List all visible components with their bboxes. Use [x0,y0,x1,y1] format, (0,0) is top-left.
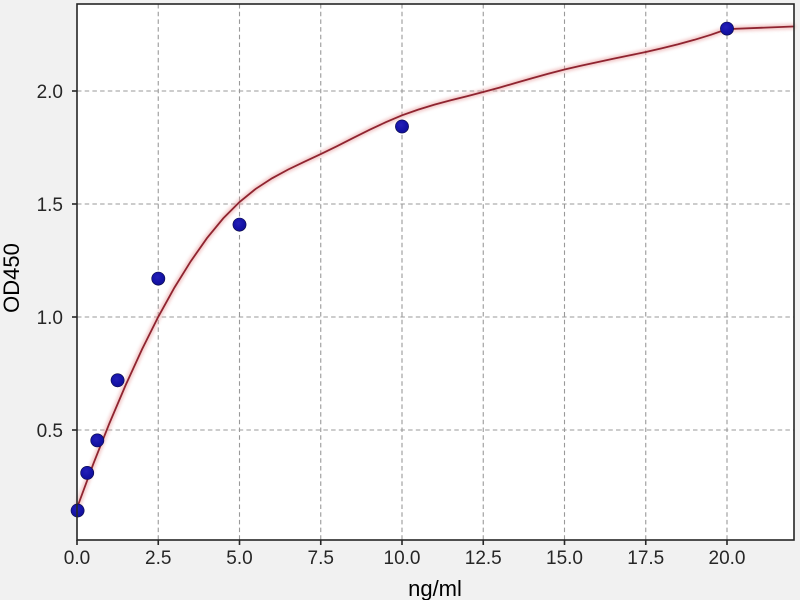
svg-text:5.0: 5.0 [226,548,252,569]
svg-text:15.0: 15.0 [546,548,583,569]
svg-text:OD450: OD450 [0,243,24,313]
svg-text:1.5: 1.5 [37,195,63,216]
svg-text:0.5: 0.5 [37,421,63,442]
svg-text:17.5: 17.5 [627,548,664,569]
svg-text:12.5: 12.5 [465,548,502,569]
svg-text:0.0: 0.0 [64,548,90,569]
svg-text:2.5: 2.5 [145,548,171,569]
svg-text:2.0: 2.0 [37,82,63,103]
svg-text:ng/ml: ng/ml [408,576,462,600]
svg-text:10.0: 10.0 [384,548,421,569]
svg-text:20.0: 20.0 [709,548,746,569]
svg-text:1.0: 1.0 [37,308,63,329]
svg-text:7.5: 7.5 [308,548,334,569]
